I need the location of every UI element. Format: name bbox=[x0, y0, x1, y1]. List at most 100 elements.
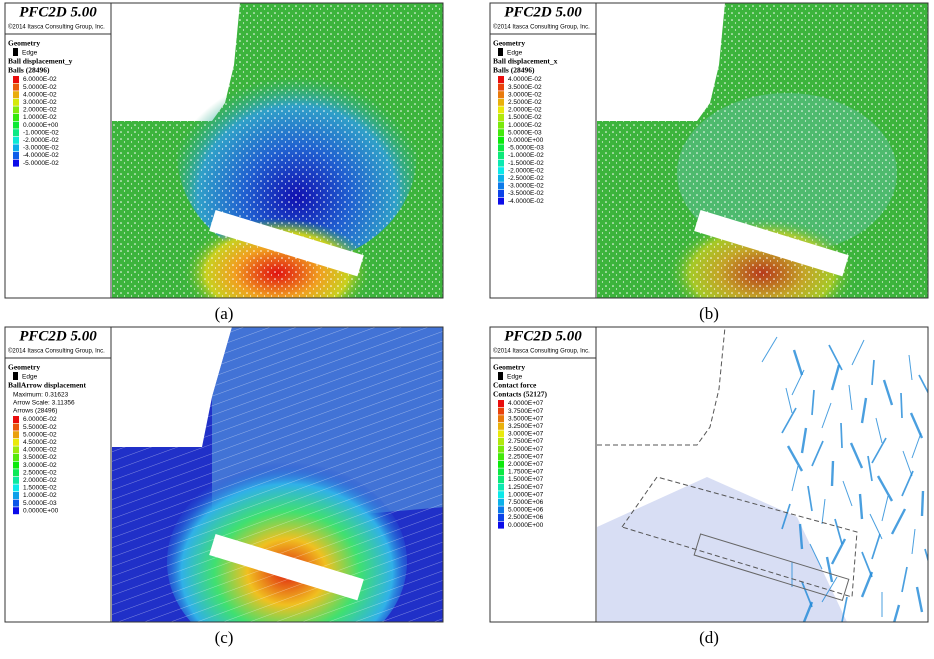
force-chain bbox=[834, 518, 843, 545]
force-chain bbox=[915, 586, 924, 613]
legend-label: 3.5000E+07 bbox=[508, 415, 544, 422]
legend-label: 2.0000E+07 bbox=[508, 461, 544, 468]
legend-swatch bbox=[498, 460, 504, 468]
legend-label: 1.0000E-02 bbox=[23, 492, 57, 499]
force-chain bbox=[900, 392, 903, 419]
legend-label: 4.0000E-02 bbox=[23, 447, 57, 454]
legend-swatch bbox=[13, 507, 19, 515]
legend-swatch bbox=[13, 114, 19, 121]
legend-swatch bbox=[498, 98, 504, 106]
info-label: Maximum: 0.31623 bbox=[13, 392, 69, 399]
force-chain bbox=[918, 374, 928, 395]
force-chain bbox=[890, 508, 907, 535]
legend-label: 6.0000E-02 bbox=[23, 76, 57, 83]
legend-swatch bbox=[498, 498, 504, 506]
legend-label: -2.0000E-02 bbox=[23, 137, 59, 144]
force-chain bbox=[861, 551, 873, 578]
legend-label: -1.5000E-02 bbox=[508, 160, 544, 167]
legend-label: 3.2500E+07 bbox=[508, 423, 544, 430]
legend-swatch bbox=[498, 468, 504, 476]
panel: PFC2D 5.00 ©2014 Itasca Consulting Group,… bbox=[489, 326, 929, 647]
legend-swatch bbox=[498, 407, 504, 415]
caption: (b) bbox=[699, 304, 719, 323]
legend-swatch bbox=[498, 76, 504, 83]
force-chain bbox=[860, 397, 868, 424]
caption: (c) bbox=[215, 628, 234, 647]
legend-swatch bbox=[13, 423, 19, 431]
legend-label: 2.5000E-02 bbox=[508, 99, 542, 106]
info-label: Arrow Scale: 3.11356 bbox=[13, 400, 75, 407]
force-chain bbox=[821, 576, 838, 603]
force-chain bbox=[902, 450, 913, 477]
legend-label: 2.0000E-02 bbox=[508, 107, 542, 114]
force-chain bbox=[781, 407, 797, 434]
legend-swatch bbox=[13, 499, 19, 507]
force-chain bbox=[785, 387, 793, 414]
legend-swatch bbox=[13, 484, 19, 492]
legend-label: 2.0000E-02 bbox=[23, 477, 57, 484]
force-chain bbox=[821, 498, 826, 525]
legend-swatch bbox=[498, 106, 504, 114]
force-chain bbox=[876, 475, 894, 502]
legend-label: -5.0000E-02 bbox=[23, 160, 59, 167]
legend-swatch bbox=[498, 190, 504, 197]
simulation-image bbox=[597, 3, 928, 298]
copyright: ©2014 Itasca Consulting Group, Inc. bbox=[8, 24, 105, 31]
force-chain bbox=[798, 523, 804, 550]
legend-swatch bbox=[498, 197, 504, 205]
legend-swatch bbox=[498, 91, 504, 99]
legend-label: 2.7500E+07 bbox=[508, 438, 544, 445]
edge-swatch bbox=[13, 48, 18, 56]
legend-label: 5.0000E-03 bbox=[508, 129, 542, 136]
caption: (a) bbox=[215, 304, 234, 323]
legend-swatch bbox=[13, 454, 19, 461]
image-frame bbox=[595, 326, 929, 623]
legend-label: 1.2500E+07 bbox=[508, 484, 544, 491]
force-chain bbox=[801, 581, 813, 608]
copyright: ©2014 Itasca Consulting Group, Inc. bbox=[8, 348, 105, 355]
legend-label: 1.0000E+07 bbox=[508, 491, 544, 498]
legend-swatch bbox=[498, 114, 504, 121]
image-frame bbox=[110, 326, 444, 623]
legend-swatch bbox=[13, 91, 19, 99]
copyright: ©2014 Itasca Consulting Group, Inc. bbox=[493, 348, 590, 355]
panel-title: PFC2D 5.00 bbox=[504, 4, 582, 20]
legend-label: -3.5000E-02 bbox=[508, 190, 544, 197]
ball-texture bbox=[597, 3, 928, 298]
tunnel bbox=[209, 533, 364, 601]
legend-label: 5.5000E-02 bbox=[23, 424, 57, 431]
edge-swatch bbox=[498, 372, 503, 380]
panel: PFC2D 5.00 ©2014 Itasca Consulting Group,… bbox=[489, 2, 929, 323]
legend-label: 0.0000E+00 bbox=[23, 122, 59, 129]
legend-label: -5.0000E-03 bbox=[508, 145, 544, 152]
legend-swatch bbox=[13, 461, 19, 469]
legend-swatch bbox=[498, 514, 504, 521]
legend-label: 4.0000E-02 bbox=[508, 76, 542, 83]
legend-label: 0.0000E+00 bbox=[508, 137, 544, 144]
panel-title: PFC2D 5.00 bbox=[504, 328, 582, 344]
zone-outline bbox=[621, 476, 858, 598]
legend-swatch bbox=[13, 76, 19, 83]
force-chain bbox=[825, 556, 834, 583]
legend-swatch bbox=[498, 129, 504, 137]
force-chain bbox=[851, 339, 865, 366]
legend-swatch bbox=[13, 136, 19, 144]
legend-label: 2.0000E-02 bbox=[23, 107, 57, 114]
legend-label: 2.5000E-02 bbox=[23, 469, 57, 476]
legend-label: 3.7500E+07 bbox=[508, 408, 544, 415]
force-chain bbox=[792, 349, 804, 376]
force-chain bbox=[786, 445, 804, 472]
force-chain bbox=[901, 566, 908, 593]
force-chain bbox=[841, 596, 848, 622]
legend-label: -2.0000E-02 bbox=[508, 167, 544, 174]
force-chain bbox=[867, 455, 873, 482]
panel-title: PFC2D 5.00 bbox=[19, 328, 97, 344]
force-chain bbox=[842, 480, 853, 507]
force-chain bbox=[849, 442, 864, 469]
legend-swatch bbox=[13, 159, 19, 167]
force-chain bbox=[875, 417, 883, 444]
legend-swatch bbox=[13, 129, 19, 137]
legend-swatch bbox=[498, 159, 504, 167]
legend-swatch bbox=[13, 431, 19, 439]
force-chain bbox=[860, 571, 874, 598]
